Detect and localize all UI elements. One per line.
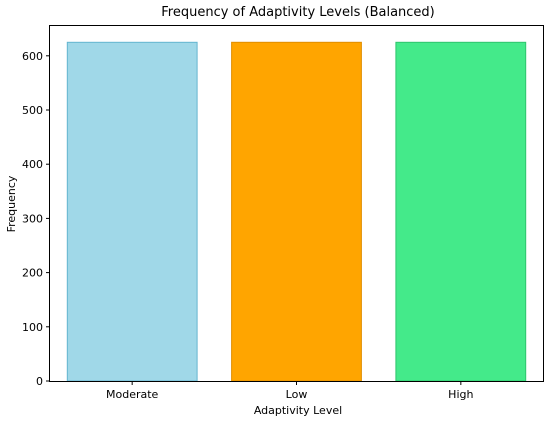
y-axis-label: Frequency [5,175,18,232]
x-tick-label: Low [286,388,308,401]
x-tick-label: Moderate [106,388,159,401]
x-axis-ticks: Moderate Low High [106,381,473,401]
y-tick-label: 400 [22,158,43,171]
y-tick-label: 500 [22,104,43,117]
x-tick-label: High [448,388,473,401]
y-tick-label: 300 [22,212,43,225]
y-tick-label: 0 [36,375,43,388]
bars-group [66,41,527,382]
bar-high [395,41,527,382]
plot-frame [49,25,544,382]
y-tick-label: 100 [22,321,43,334]
x-axis-label: Adaptivity Level [254,404,342,417]
bar-low [231,41,362,382]
y-tick-label: 200 [22,267,43,280]
y-axis-ticks: 0 100 200 300 400 500 600 [22,50,50,388]
chart-title: Frequency of Adaptivity Levels (Balanced… [161,5,435,20]
y-tick-label: 600 [22,50,43,63]
bar-moderate [66,41,198,382]
